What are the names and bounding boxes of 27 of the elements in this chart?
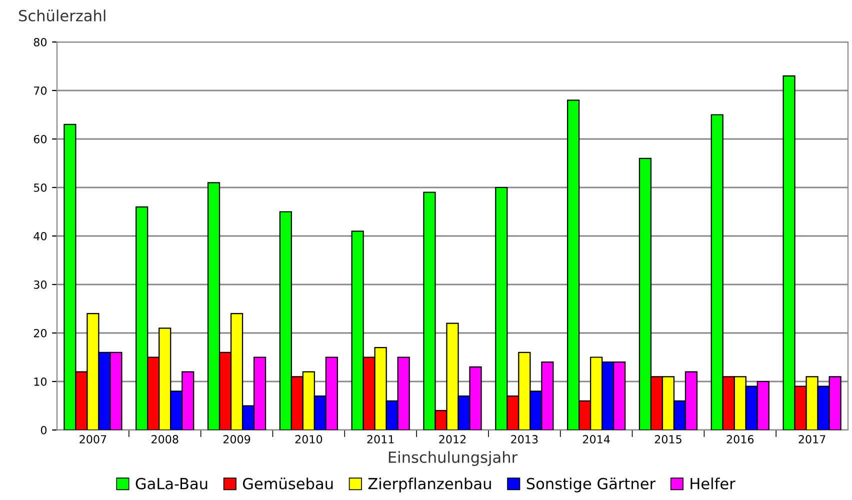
x-tick-label: 2011 (367, 435, 394, 444)
y-tick-label: 10 (34, 377, 47, 386)
y-axis-title: Schülerzahl (19, 10, 106, 22)
y-tick-label: 20 (34, 328, 47, 338)
x-tick-label: 2013 (511, 435, 538, 444)
y-tick-label: 0 (40, 426, 47, 434)
x-axis-title: Einschulungsjahr (388, 451, 518, 466)
x-tick-label: 2007 (80, 435, 106, 444)
y-tick-label: 70 (34, 86, 47, 95)
y-tick-label: 40 (34, 232, 47, 240)
x-tick-label: 2016 (726, 435, 754, 444)
x-tick-label: 2008 (152, 435, 178, 444)
x-tick-label: 2010 (295, 435, 322, 444)
legend-label: Sonstige Gärtner (526, 478, 656, 492)
legend-label: GaLa-Bau (136, 478, 208, 490)
y-tick-label: 80 (34, 38, 47, 46)
x-tick-label: 2009 (223, 435, 250, 444)
legend-label: Gemüsebau (242, 478, 333, 490)
legend-label: Zierpflanzenbau (368, 478, 491, 492)
x-tick-label: 2015 (654, 435, 682, 444)
x-tick-label: 2014 (582, 435, 610, 444)
y-tick-label: 60 (34, 134, 47, 144)
y-tick-label: 30 (34, 280, 47, 289)
x-tick-label: 2012 (439, 435, 466, 444)
x-tick-label: 2017 (798, 435, 826, 444)
legend-label: Helfer (690, 478, 736, 490)
y-tick-label: 50 (34, 183, 47, 192)
